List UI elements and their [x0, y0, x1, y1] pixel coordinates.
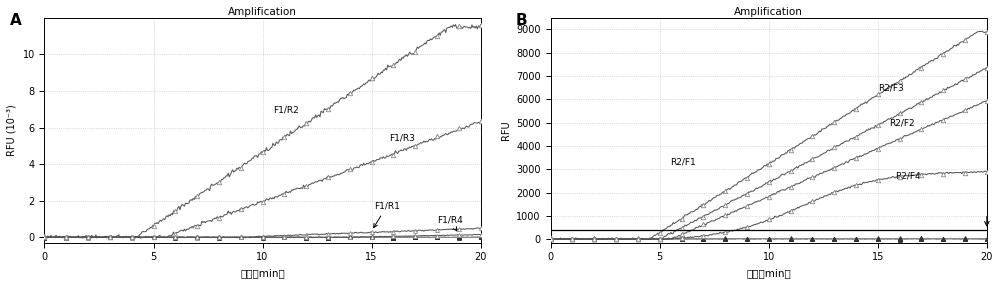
Text: A: A: [10, 13, 21, 28]
Text: F1/R1: F1/R1: [374, 202, 400, 228]
Text: R2/F2: R2/F2: [889, 118, 914, 127]
Title: Amplification: Amplification: [734, 7, 803, 17]
Text: F1/R4: F1/R4: [437, 215, 463, 231]
Y-axis label: RFU: RFU: [501, 121, 511, 140]
Text: R2/F4: R2/F4: [895, 172, 921, 181]
Text: F1/R2: F1/R2: [273, 106, 299, 115]
X-axis label: 时间（min）: 时间（min）: [240, 268, 285, 278]
Y-axis label: RFU (10⁻³): RFU (10⁻³): [7, 104, 17, 156]
X-axis label: 时间（min）: 时间（min）: [746, 268, 791, 278]
Title: Amplification: Amplification: [228, 7, 297, 17]
Text: F1/R3: F1/R3: [389, 133, 415, 142]
Text: R2/F1: R2/F1: [671, 158, 696, 167]
Text: R2/F3: R2/F3: [878, 83, 904, 92]
Text: B: B: [516, 13, 527, 28]
